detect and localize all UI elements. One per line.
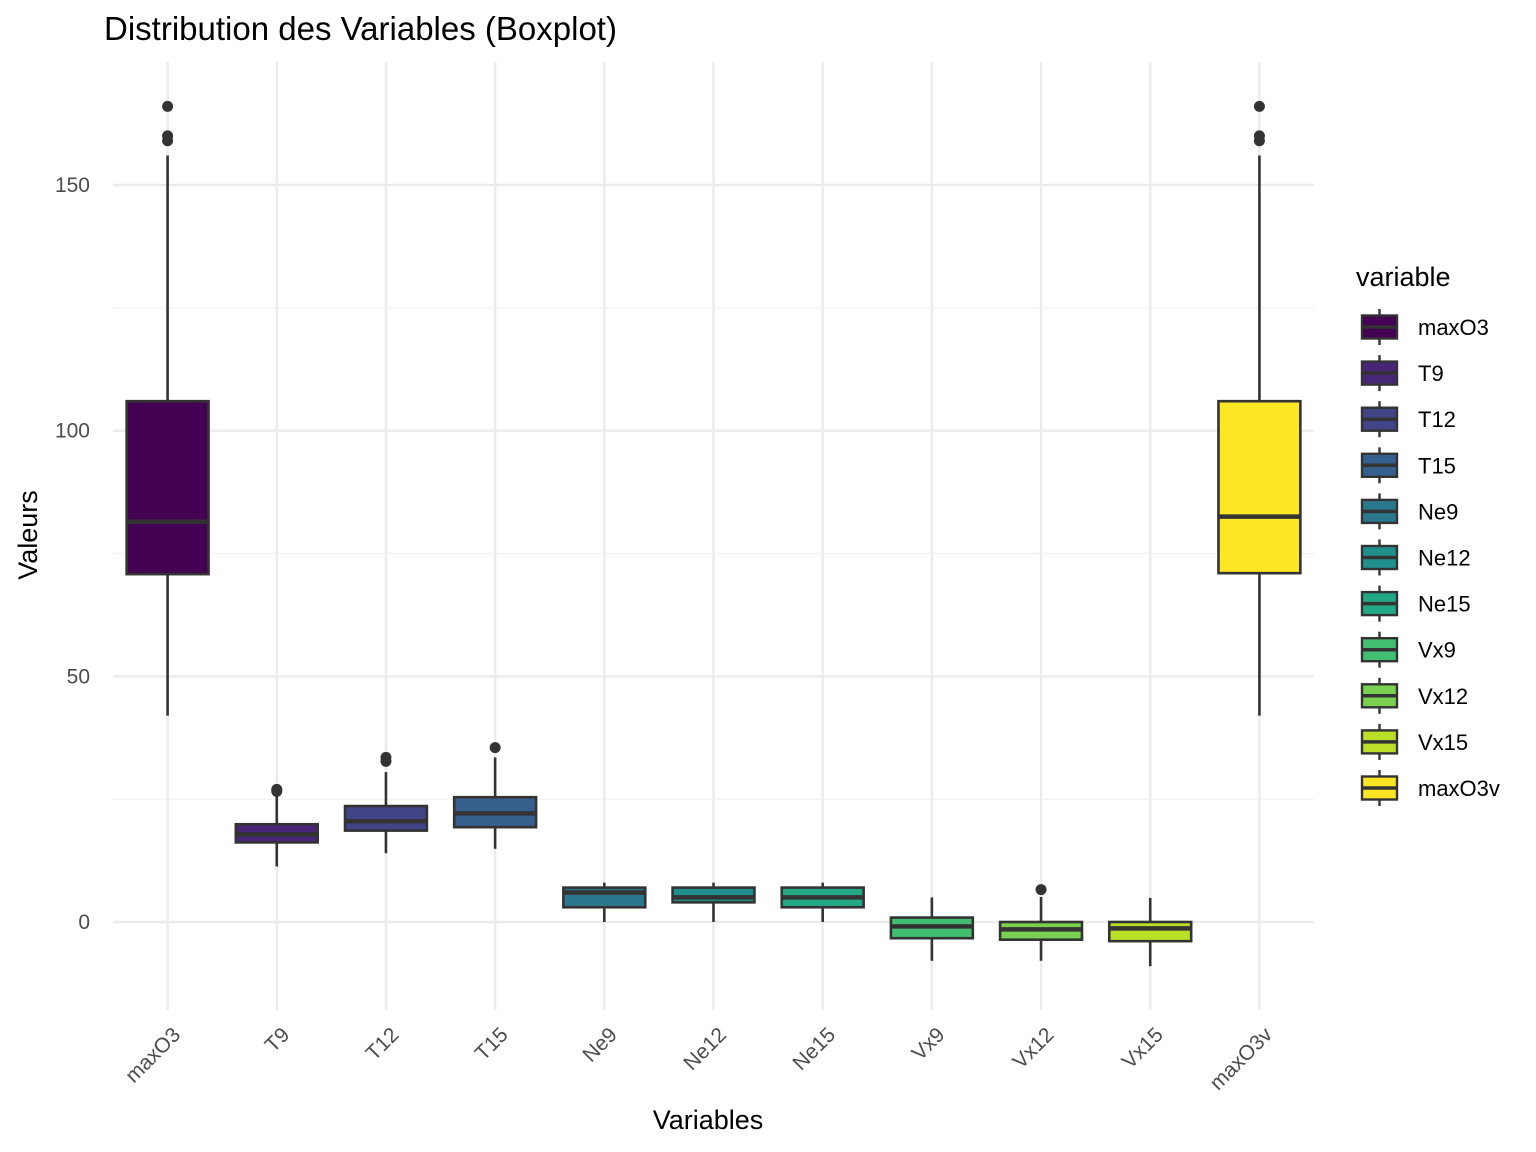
box-body <box>125 399 210 576</box>
legend-label: Vx9 <box>1418 638 1456 663</box>
legend-item-maxO3: maxO3 <box>1360 309 1489 345</box>
outlier-point <box>489 742 501 754</box>
x-tick-label: maxO3 <box>121 1023 185 1087</box>
legend-label: Ne15 <box>1418 592 1471 617</box>
legend-label: maxO3v <box>1418 776 1500 801</box>
legend-label: maxO3 <box>1418 315 1489 340</box>
x-tick-label: maxO3v <box>1205 1023 1277 1095</box>
outlier-point <box>380 751 392 763</box>
y-tick-label: 50 <box>67 665 90 688</box>
legend-label: Ne12 <box>1418 546 1471 571</box>
y-tick-label: 150 <box>55 174 90 197</box>
box-Ne12 <box>671 882 756 922</box>
outlier-point <box>162 100 174 112</box>
outlier-point <box>162 130 174 142</box>
legend-item-maxO3v: maxO3v <box>1360 770 1500 806</box>
outlier-point <box>1253 130 1265 142</box>
box-T9 <box>234 783 320 867</box>
x-tick-label: Vx9 <box>908 1023 950 1065</box>
box-body <box>671 886 756 904</box>
legend-label: T15 <box>1418 453 1456 478</box>
box-maxO3 <box>125 100 210 716</box>
box-Ne15 <box>780 882 865 922</box>
outlier-point <box>1253 100 1265 112</box>
x-tick-label: Vx15 <box>1118 1023 1168 1073</box>
legend-item-Ne15: Ne15 <box>1360 585 1471 622</box>
box-maxO3v <box>1217 100 1302 716</box>
y-tick-label: 100 <box>55 420 90 443</box>
x-tick-label: T12 <box>362 1023 404 1065</box>
box-Vx9 <box>889 897 975 961</box>
box-body <box>1217 399 1302 575</box>
x-tick-label: T9 <box>261 1023 295 1057</box>
legend-item-Ne12: Ne12 <box>1360 539 1471 576</box>
legend-item-Vx15: Vx15 <box>1360 723 1468 760</box>
legend-label: T9 <box>1418 361 1444 386</box>
legend-item-T12: T12 <box>1360 401 1456 438</box>
legend-item-Ne9: Ne9 <box>1360 493 1458 530</box>
legend-label: Ne9 <box>1418 499 1458 524</box>
legend-label: T12 <box>1418 407 1456 432</box>
x-tick-label: Vx12 <box>1008 1023 1058 1073</box>
legend-item-T15: T15 <box>1360 447 1456 484</box>
legend: variable maxO3 T9 T12 T15 Ne9 Ne12 Ne15 Vx9 Vx12… <box>1356 262 1500 806</box>
box-Vx15 <box>1107 897 1193 967</box>
box-Ne9 <box>562 882 647 922</box>
x-axis-title: Variables <box>653 1105 764 1135</box>
legend-title: variable <box>1356 262 1451 292</box>
outlier-point <box>271 783 283 795</box>
outlier-point <box>1035 884 1047 896</box>
x-tick-label: Ne15 <box>788 1023 840 1075</box>
legend-label: Vx15 <box>1418 730 1468 755</box>
x-tick-label: Ne9 <box>578 1023 622 1067</box>
y-axis-ticks: 0 50 100 150 <box>55 174 90 934</box>
box-Vx12 <box>998 884 1084 961</box>
box-body <box>1107 920 1193 943</box>
x-axis-ticks: maxO3 T9 T12 T15 Ne9 Ne12 Ne15 Vx9 Vx12 Vx15 maxO3… <box>121 1023 1277 1095</box>
chart-title: Distribution des Variables (Boxplot) <box>104 10 617 47</box>
x-tick-label: T15 <box>471 1023 513 1065</box>
y-tick-label: 0 <box>78 911 90 934</box>
box-T12 <box>343 751 429 854</box>
box-T15 <box>452 742 538 849</box>
grid <box>113 62 1314 1010</box>
legend-item-Vx9: Vx9 <box>1360 631 1456 668</box>
box-body <box>343 804 429 832</box>
legend-item-T9: T9 <box>1360 355 1444 392</box>
legend-label: Vx12 <box>1418 684 1468 709</box>
x-tick-label: Ne12 <box>679 1023 731 1075</box>
boxes <box>125 100 1302 967</box>
y-axis-title: Valeurs <box>13 490 43 580</box>
legend-item-Vx12: Vx12 <box>1360 677 1468 714</box>
